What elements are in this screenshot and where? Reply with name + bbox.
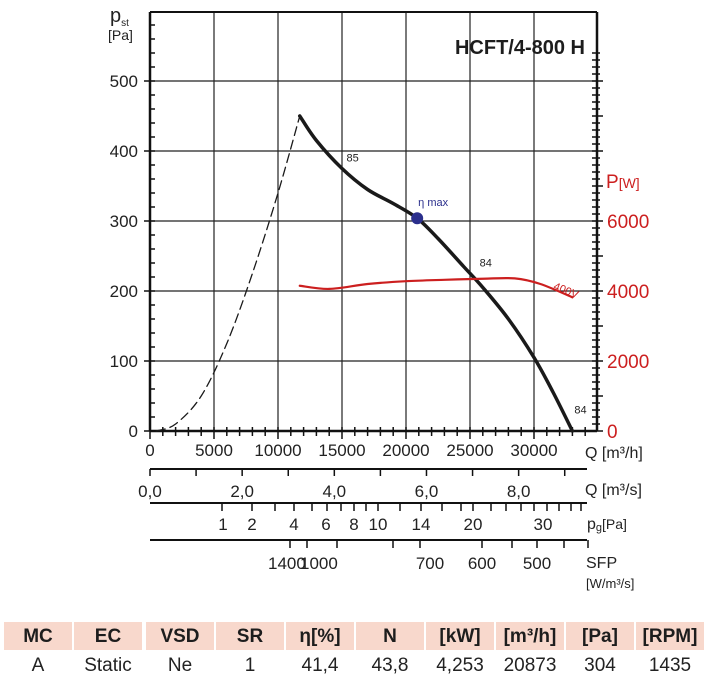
table-header-cell: [kW] [426, 622, 494, 650]
table-cell: Ne [167, 655, 193, 676]
y-right-tick-label: 4000 [607, 282, 649, 303]
x3-tick-label: 10 [369, 515, 388, 534]
table-cell: 41,4 [301, 655, 339, 676]
x4-tick-label: 1400 [268, 554, 306, 573]
table-cell: 1435 [648, 655, 692, 676]
chart-title: HCFT/4-800 H [455, 37, 585, 59]
labels: HCFT/4-800 H pst [Pa] P[W] Q [m³/h] Q [m… [108, 5, 643, 591]
y-left-label: pst [110, 5, 129, 29]
x-axis-2-label: Q [m³/s] [585, 482, 642, 499]
table-header-cell: VSD [146, 622, 214, 650]
table-cell: 43,8 [371, 655, 409, 676]
table-cell: 4,253 [436, 655, 484, 676]
table-cell: 304 [584, 655, 616, 676]
voltage-label: 400V [552, 281, 581, 302]
y-left-unit: [Pa] [108, 27, 133, 43]
x2-tick-label: 2,0 [230, 482, 254, 501]
x3-tick-label: 20 [464, 515, 483, 534]
x-axis-4-label: SFP [586, 555, 617, 572]
y-right-tick-label: 2000 [607, 352, 649, 373]
x3-tick-label: 6 [321, 515, 330, 534]
y-right-tick-label: 6000 [607, 212, 649, 233]
x2-tick-label: 6,0 [415, 482, 439, 501]
y-left-tick-label: 200 [110, 282, 138, 301]
x3-tick-label: 30 [534, 515, 553, 534]
x3-tick-label: 1 [218, 515, 227, 534]
x-tick-label: 0 [145, 441, 154, 460]
efficiency-label: 84 [480, 258, 492, 270]
x-tick-label: 30000 [510, 441, 557, 460]
table-header-cell: [m³/h] [496, 622, 564, 650]
efficiency-label: 84 [574, 405, 586, 417]
x4-tick-label: 600 [468, 554, 496, 573]
x-tick-label: 15000 [318, 441, 365, 460]
x2-tick-label: 0,0 [138, 482, 162, 501]
x-axis-3-label: pg[Pa] [587, 516, 627, 534]
y-left-tick-label: 0 [129, 422, 138, 441]
grid [150, 12, 597, 431]
x2-tick-label: 4,0 [322, 482, 346, 501]
eta-max-marker [411, 212, 424, 225]
y-left-tick-label: 500 [110, 72, 138, 91]
x-tick-label: 25000 [446, 441, 493, 460]
y-right-label: P[W] [606, 172, 640, 193]
x3-tick-label: 2 [247, 515, 256, 534]
table-header-cell: SR [216, 622, 284, 650]
table-cell: Static [84, 655, 132, 676]
x-axis-label: Q [m³/h] [585, 445, 643, 462]
table-header-cell: N [356, 622, 424, 650]
table-header-cell: EC [74, 622, 142, 650]
x3-tick-label: 14 [412, 515, 431, 534]
table-header-cell: MC [4, 622, 72, 650]
efficiency-label: 85 [347, 153, 359, 165]
table-header-cell: [RPM] [636, 622, 704, 650]
x-tick-label: 10000 [254, 441, 301, 460]
x-tick-label: 5000 [195, 441, 233, 460]
y-left-tick-label: 300 [110, 212, 138, 231]
y-left-tick-label: 400 [110, 142, 138, 161]
table-header-row: MC EC VSD SR η[%] N [kW] [m³/h] [Pa] [RPM] [0, 622, 711, 650]
x4-tick-label: 500 [523, 554, 551, 573]
series: 85 84 84 η max 400V [155, 114, 587, 433]
table-row: A Static Ne 1 41,4 43,8 4,253 20873 304 1435 [0, 652, 711, 680]
table-header-cell: η[%] [286, 622, 354, 650]
x4-tick-label: 1000 [300, 554, 338, 573]
x2-tick-label: 8,0 [507, 482, 531, 501]
x4-tick-label: 700 [416, 554, 444, 573]
table-cell: 20873 [503, 655, 557, 676]
y-left-tick-label: 100 [110, 352, 138, 371]
x-tick-label: 20000 [382, 441, 429, 460]
series-400v [298, 276, 574, 299]
table-cell: 1 [244, 655, 256, 676]
x-axis-4-unit: [W/m³/s] [586, 576, 634, 591]
x3-tick-label: 4 [289, 515, 298, 534]
x3-tick-label: 8 [349, 515, 358, 534]
eta-max-label: η max [418, 197, 448, 209]
series-pressure [298, 114, 575, 433]
table-header-cell: [Pa] [566, 622, 634, 650]
series-system-curve [155, 115, 301, 432]
table-cell: A [31, 655, 45, 676]
y-right-tick-label: 0 [607, 422, 618, 443]
